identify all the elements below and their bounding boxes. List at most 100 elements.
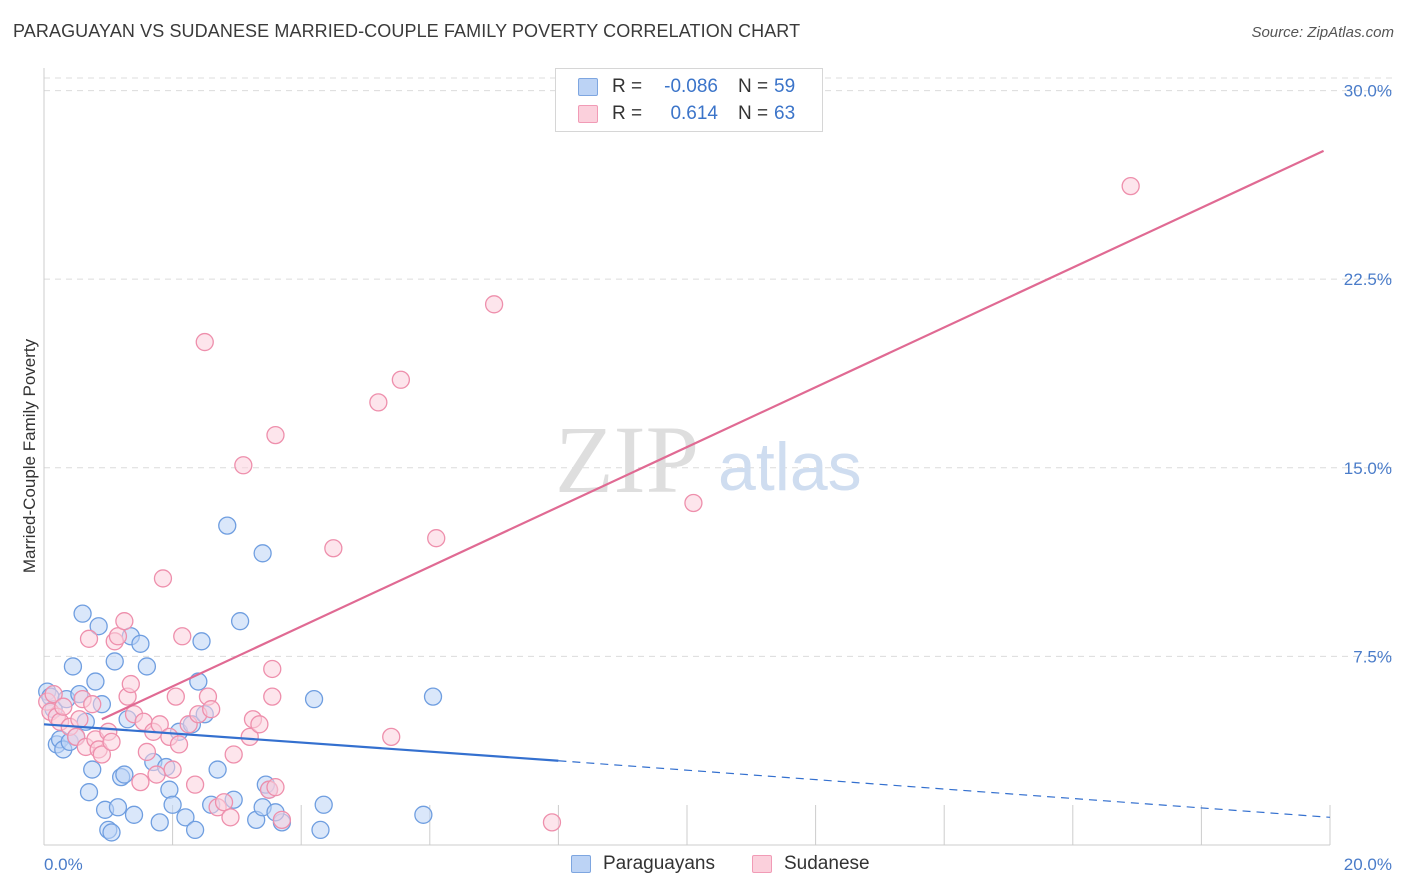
paraguayan-trend-extension [558,760,1331,818]
paraguayan-trend-line [43,723,559,762]
paraguayan-point [63,657,83,676]
sudanese-point [202,700,221,719]
paraguayan-point [83,760,102,779]
paraguayan-point [423,687,443,706]
paraguayan-point [176,808,195,827]
sudanese-point [131,772,150,792]
sudanese-point [147,765,166,784]
sudanese-point [214,793,234,812]
sudanese-point [44,684,63,704]
sudanese-point [163,760,182,779]
data-points [38,176,1140,842]
legend-swatch-blue [578,78,598,96]
legend-r-label: R = [612,76,643,97]
watermark-atlas: atlas [718,429,862,505]
sudanese-point [684,493,703,513]
sudanese-point [70,710,89,729]
watermark-zip: ZIP [555,406,699,513]
paraguayan-point [311,820,330,840]
sudanese-label: Sudanese [784,853,870,874]
grid-lines [44,77,1392,657]
sudanese-point [169,735,189,754]
sudanese-point [166,687,185,706]
legend-n-value: 63 [774,103,796,124]
sudanese-point [153,569,173,588]
paraguayans-swatch [571,855,591,873]
y-tick-label: 7.5% [1353,647,1392,666]
y-tick-label: 22.5% [1344,270,1392,289]
sudanese-point [272,810,292,830]
paraguayan-point [108,798,128,817]
paraguayan-point [218,516,237,535]
legend-n-label: N = [738,76,769,97]
sudanese-point [234,456,253,475]
sudanese-point [382,727,401,747]
sudanese-point [195,332,214,352]
legend-r-label: R = [612,103,643,124]
sudanese-point [224,745,243,764]
paraguayan-point [163,795,182,814]
paraguayan-point [105,652,124,671]
trend-lines [43,149,1331,818]
paraguayan-point [86,672,105,691]
sudanese-point [263,659,282,679]
x-tick-label: 0.0% [44,855,83,874]
paraguayan-point [124,805,144,824]
sudanese-point [121,674,140,694]
sudanese-point [240,727,259,747]
legend-n-value: 59 [774,76,796,97]
paraguayan-point [208,760,227,779]
paraguayan-point [185,820,205,840]
sudanese-point [391,370,411,389]
sudanese-point [115,612,134,631]
sudanese-point [137,742,157,762]
correlation-legend: R = -0.086 N = 59 R = 0.614 N = 63 [555,68,823,132]
paraguayan-point [192,632,211,651]
paraguayan-point [131,634,150,653]
sudanese-trend-line [101,149,1325,721]
sudanese-point [263,687,282,706]
sudanese-point [542,813,562,832]
sudanese-point [173,627,192,646]
sudanese-point [266,778,285,797]
paraguayan-point [253,544,272,563]
sudanese-point [266,425,285,445]
series-legend-paraguayans[interactable]: Paraguayans [571,852,715,876]
source-credit: Source: ZipAtlas.com [1251,24,1394,41]
sudanese-swatch [752,855,772,873]
series-legend-sudanese[interactable]: Sudanese [752,852,870,876]
x-tick-label: 20.0% [1344,855,1392,874]
y-tick-label: 15.0% [1344,459,1392,478]
sudanese-point [54,697,73,716]
paraguayan-point [314,795,333,814]
sudanese-point [221,808,240,827]
paraguayan-point [160,780,179,799]
y-axis-label: Married-Couple Family Poverty [20,338,39,573]
paraguayan-point [304,689,324,709]
legend-r-value: -0.086 [664,76,718,97]
paraguayan-point [150,813,169,832]
legend-n-label: N = [738,103,769,124]
sudanese-point [185,775,205,794]
legend-row-paraguayans: R = -0.086 N = 59 [578,74,795,100]
paraguayan-point [102,823,121,842]
y-tick-label: 30.0% [1344,82,1392,101]
paraguayan-point [79,783,99,802]
sudanese-point [1121,176,1140,196]
sudanese-point [79,629,99,648]
sudanese-point [83,695,102,714]
sudanese-point [484,295,504,314]
chart-title: PARAGUAYAN VS SUDANESE MARRIED-COUPLE FA… [13,21,801,41]
paraguayan-point [89,617,108,636]
sudanese-point [324,539,343,558]
sudanese-point [92,745,112,764]
tick-labels: 7.5% 15.0% 22.5% 30.0% 0.0% 20.0% [44,82,1392,874]
paraguayan-point [137,657,157,676]
sudanese-point [250,715,269,734]
sudanese-point [102,732,121,752]
paraguayan-point [73,604,92,623]
sudanese-point [427,529,446,548]
sudanese-point [108,627,128,646]
legend-row-sudanese: R = 0.614 N = 63 [578,101,795,127]
